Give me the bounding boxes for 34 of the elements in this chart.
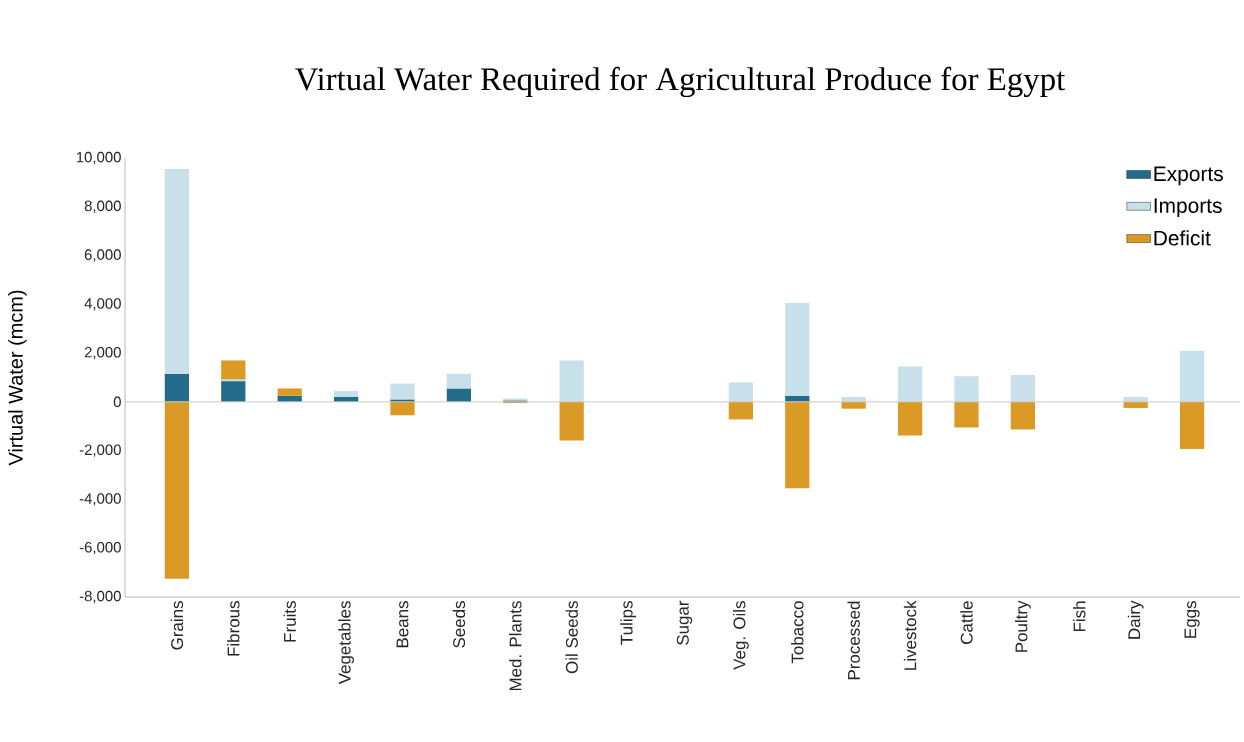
x-tick-label: Livestock <box>903 600 917 670</box>
y-tick-label: -8,000 <box>79 590 121 604</box>
x-tick-label: Oil Seeds <box>565 601 578 674</box>
x-tick-label: Beans <box>396 601 409 648</box>
x-tick-label: Fruits <box>283 601 296 642</box>
x-tick-label: Grains <box>170 601 184 650</box>
legend-label: Deficit <box>1154 230 1211 246</box>
x-tick-label: Tulips <box>620 601 636 645</box>
y-tick-label: 4,000 <box>84 298 121 311</box>
y-axis-title: Virtual Water (mcm) <box>8 290 27 466</box>
y-tick-label: -4,000 <box>79 493 121 506</box>
x-tick-label: Dairy <box>1127 600 1144 639</box>
y-tick-label: 8,000 <box>84 200 121 213</box>
y-tick-label: -6,000 <box>79 542 121 555</box>
y-tick-label: -2,000 <box>79 444 121 457</box>
x-tick-label: Fish <box>1073 601 1086 632</box>
y-tick-label: 10,000 <box>76 151 121 165</box>
y-tick-label: 6,000 <box>84 249 121 262</box>
x-tick-label: Fibrous <box>227 601 240 656</box>
legend-label: Exports <box>1154 166 1223 186</box>
chart-title: Virtual Water Required for Agricultural Produce for Egypt <box>295 66 1066 98</box>
x-tick-label: Poultry <box>1014 600 1031 652</box>
x-tick-label: Processed <box>847 601 860 680</box>
x-tick-label: Eggs <box>1184 601 1200 638</box>
x-tick-label: Tobacco <box>791 601 804 664</box>
y-tick-label: 2,000 <box>84 346 121 360</box>
x-tick-label: Vegetables <box>338 601 354 685</box>
x-tick-label: Med. Plants <box>509 601 522 691</box>
x-tick-label: Veg. Oils <box>733 601 749 670</box>
legend-label: Imports <box>1154 198 1222 218</box>
x-tick-label: Seeds <box>452 601 466 648</box>
x-tick-label: Cattle <box>960 601 973 644</box>
x-tick-label: Sugar <box>676 600 693 645</box>
y-tick-label: 0 <box>113 396 121 408</box>
